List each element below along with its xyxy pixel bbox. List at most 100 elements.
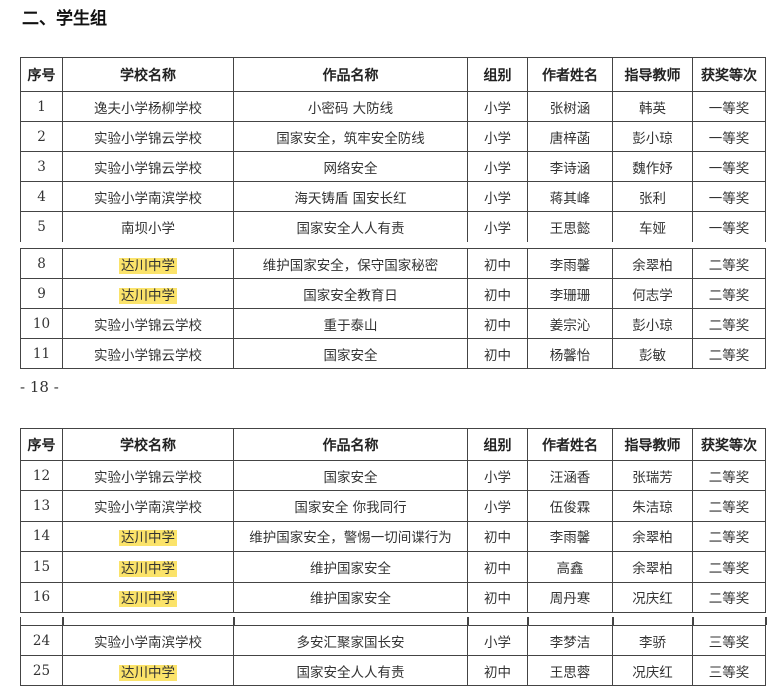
cell-school: 实验小学锦云学校 xyxy=(62,459,234,492)
column-header-index: 序号 xyxy=(20,57,63,92)
cell-school: 逸夫小学杨柳学校 xyxy=(62,91,234,122)
cell-index: 10 xyxy=(20,308,63,339)
cell-teacher: 余翠柏 xyxy=(612,520,693,553)
cell-group: 小学 xyxy=(467,121,528,152)
cell-index: 4 xyxy=(20,181,63,212)
cell-author: 蒋其峰 xyxy=(527,181,613,212)
cell-school: 实验小学锦云学校 xyxy=(62,121,234,152)
cell-teacher: 余翠柏 xyxy=(612,551,693,583)
cell-index: 16 xyxy=(20,581,63,613)
cell-teacher: 况庆红 xyxy=(612,655,693,686)
cell-group: 初中 xyxy=(467,551,528,583)
table-row: 11 实验小学锦云学校 国家安全 初中 杨馨怡 彭敏 二等奖 xyxy=(20,338,766,369)
column-tick xyxy=(692,617,694,625)
table-row: 3 实验小学锦云学校 网络安全 小学 李诗涵 魏作妤 一等奖 xyxy=(20,151,766,182)
cell-author: 李雨馨 xyxy=(527,248,613,279)
cell-teacher: 张利 xyxy=(612,181,693,212)
cell-school: 实验小学锦云学校 xyxy=(62,308,234,339)
table-row: 16 达川中学 维护国家安全 初中 周丹寒 况庆红 二等奖 xyxy=(20,581,766,613)
column-tick xyxy=(612,617,614,625)
column-header-award: 获奖等次 xyxy=(692,57,766,92)
table-header-row: 序号 学校名称 作品名称 组别 作者姓名 指导教师 获奖等次 xyxy=(20,428,766,461)
cell-group: 小学 xyxy=(467,625,528,656)
cell-author: 李梦洁 xyxy=(527,625,613,656)
cell-index: 8 xyxy=(20,248,63,279)
cell-group: 初中 xyxy=(467,278,528,309)
table-row: 13 实验小学南滨学校 国家安全 你我同行 小学 伍俊霖 朱洁琼 二等奖 xyxy=(20,490,766,522)
cell-author: 汪涵香 xyxy=(527,459,613,492)
cell-award: 二等奖 xyxy=(692,278,766,309)
highlighted-school: 达川中学 xyxy=(119,530,177,547)
table-row: 12 实验小学锦云学校 国家安全 小学 汪涵香 张瑞芳 二等奖 xyxy=(20,459,766,492)
highlighted-school: 达川中学 xyxy=(119,560,177,577)
cell-award: 二等奖 xyxy=(692,248,766,279)
cell-index: 12 xyxy=(20,459,63,492)
cell-award: 三等奖 xyxy=(692,655,766,686)
highlighted-school: 达川中学 xyxy=(119,287,177,304)
cell-author: 张树涵 xyxy=(527,91,613,122)
table-row: 2 实验小学锦云学校 国家安全，筑牢安全防线 小学 唐梓菡 彭小琼 一等奖 xyxy=(20,121,766,152)
cell-award: 二等奖 xyxy=(692,551,766,583)
cell-index: 5 xyxy=(20,211,63,242)
table-fragment-edge xyxy=(20,617,767,625)
cell-work: 维护国家安全 xyxy=(233,551,468,583)
column-header-work: 作品名称 xyxy=(233,57,468,92)
cell-school: 实验小学锦云学校 xyxy=(62,151,234,182)
section-heading: 二、学生组 xyxy=(22,9,107,29)
cell-school: 实验小学南滨学校 xyxy=(62,490,234,522)
cell-award: 二等奖 xyxy=(692,581,766,613)
cell-group: 初中 xyxy=(467,581,528,613)
cell-group: 小学 xyxy=(467,151,528,182)
table-row: 9 达川中学 国家安全教育日 初中 李珊珊 何志学 二等奖 xyxy=(20,278,766,309)
cell-teacher: 张瑞芳 xyxy=(612,459,693,492)
cell-school: 达川中学 xyxy=(62,551,234,583)
cell-work: 国家安全人人有责 xyxy=(233,211,468,242)
cell-group: 初中 xyxy=(467,338,528,369)
cell-work: 国家安全 你我同行 xyxy=(233,490,468,522)
column-header-author: 作者姓名 xyxy=(527,57,613,92)
cell-work: 国家安全人人有责 xyxy=(233,655,468,686)
cell-index: 2 xyxy=(20,121,63,152)
column-header-group: 组别 xyxy=(467,428,528,461)
cell-group: 初中 xyxy=(467,655,528,686)
cell-author: 伍俊霖 xyxy=(527,490,613,522)
column-header-group: 组别 xyxy=(467,57,528,92)
column-tick xyxy=(765,617,767,625)
column-header-teacher: 指导教师 xyxy=(612,57,693,92)
cell-award: 一等奖 xyxy=(692,121,766,152)
cell-award: 一等奖 xyxy=(692,211,766,242)
page-number: - 18 - xyxy=(20,378,59,396)
cell-index: 13 xyxy=(20,490,63,522)
cell-author: 李诗涵 xyxy=(527,151,613,182)
cell-work: 海天铸盾 国安长红 xyxy=(233,181,468,212)
cell-work: 网络安全 xyxy=(233,151,468,182)
cell-work: 国家安全 xyxy=(233,338,468,369)
cell-work: 维护国家安全，保守国家秘密 xyxy=(233,248,468,279)
cell-teacher: 韩英 xyxy=(612,91,693,122)
column-tick xyxy=(467,617,469,625)
cell-award: 一等奖 xyxy=(692,151,766,182)
cell-work: 重于泰山 xyxy=(233,308,468,339)
cell-author: 姜宗沁 xyxy=(527,308,613,339)
cell-author: 王思懿 xyxy=(527,211,613,242)
column-header-school: 学校名称 xyxy=(62,428,234,461)
cell-index: 3 xyxy=(20,151,63,182)
cell-school: 实验小学锦云学校 xyxy=(62,338,234,369)
awards-table: 8 达川中学 维护国家安全，保守国家秘密 初中 李雨馨 余翠柏 二等奖 9 达川中学 国家安全教育… xyxy=(20,248,766,369)
cell-school: 达川中学 xyxy=(62,248,234,279)
table-row: 1 逸夫小学杨柳学校 小密码 大防线 小学 张树涵 韩英 一等奖 xyxy=(20,91,766,122)
cell-award: 二等奖 xyxy=(692,459,766,492)
cell-author: 唐梓菡 xyxy=(527,121,613,152)
cell-group: 小学 xyxy=(467,211,528,242)
cell-teacher: 况庆红 xyxy=(612,581,693,613)
cell-teacher: 彭敏 xyxy=(612,338,693,369)
cell-teacher: 彭小琼 xyxy=(612,121,693,152)
cell-index: 24 xyxy=(20,625,63,656)
cell-school: 南坝小学 xyxy=(62,211,234,242)
highlighted-school: 达川中学 xyxy=(119,257,177,274)
cell-work: 维护国家安全 xyxy=(233,581,468,613)
cell-author: 周丹寒 xyxy=(527,581,613,613)
cell-award: 二等奖 xyxy=(692,308,766,339)
highlighted-school: 达川中学 xyxy=(119,664,177,681)
cell-school: 实验小学南滨学校 xyxy=(62,181,234,212)
